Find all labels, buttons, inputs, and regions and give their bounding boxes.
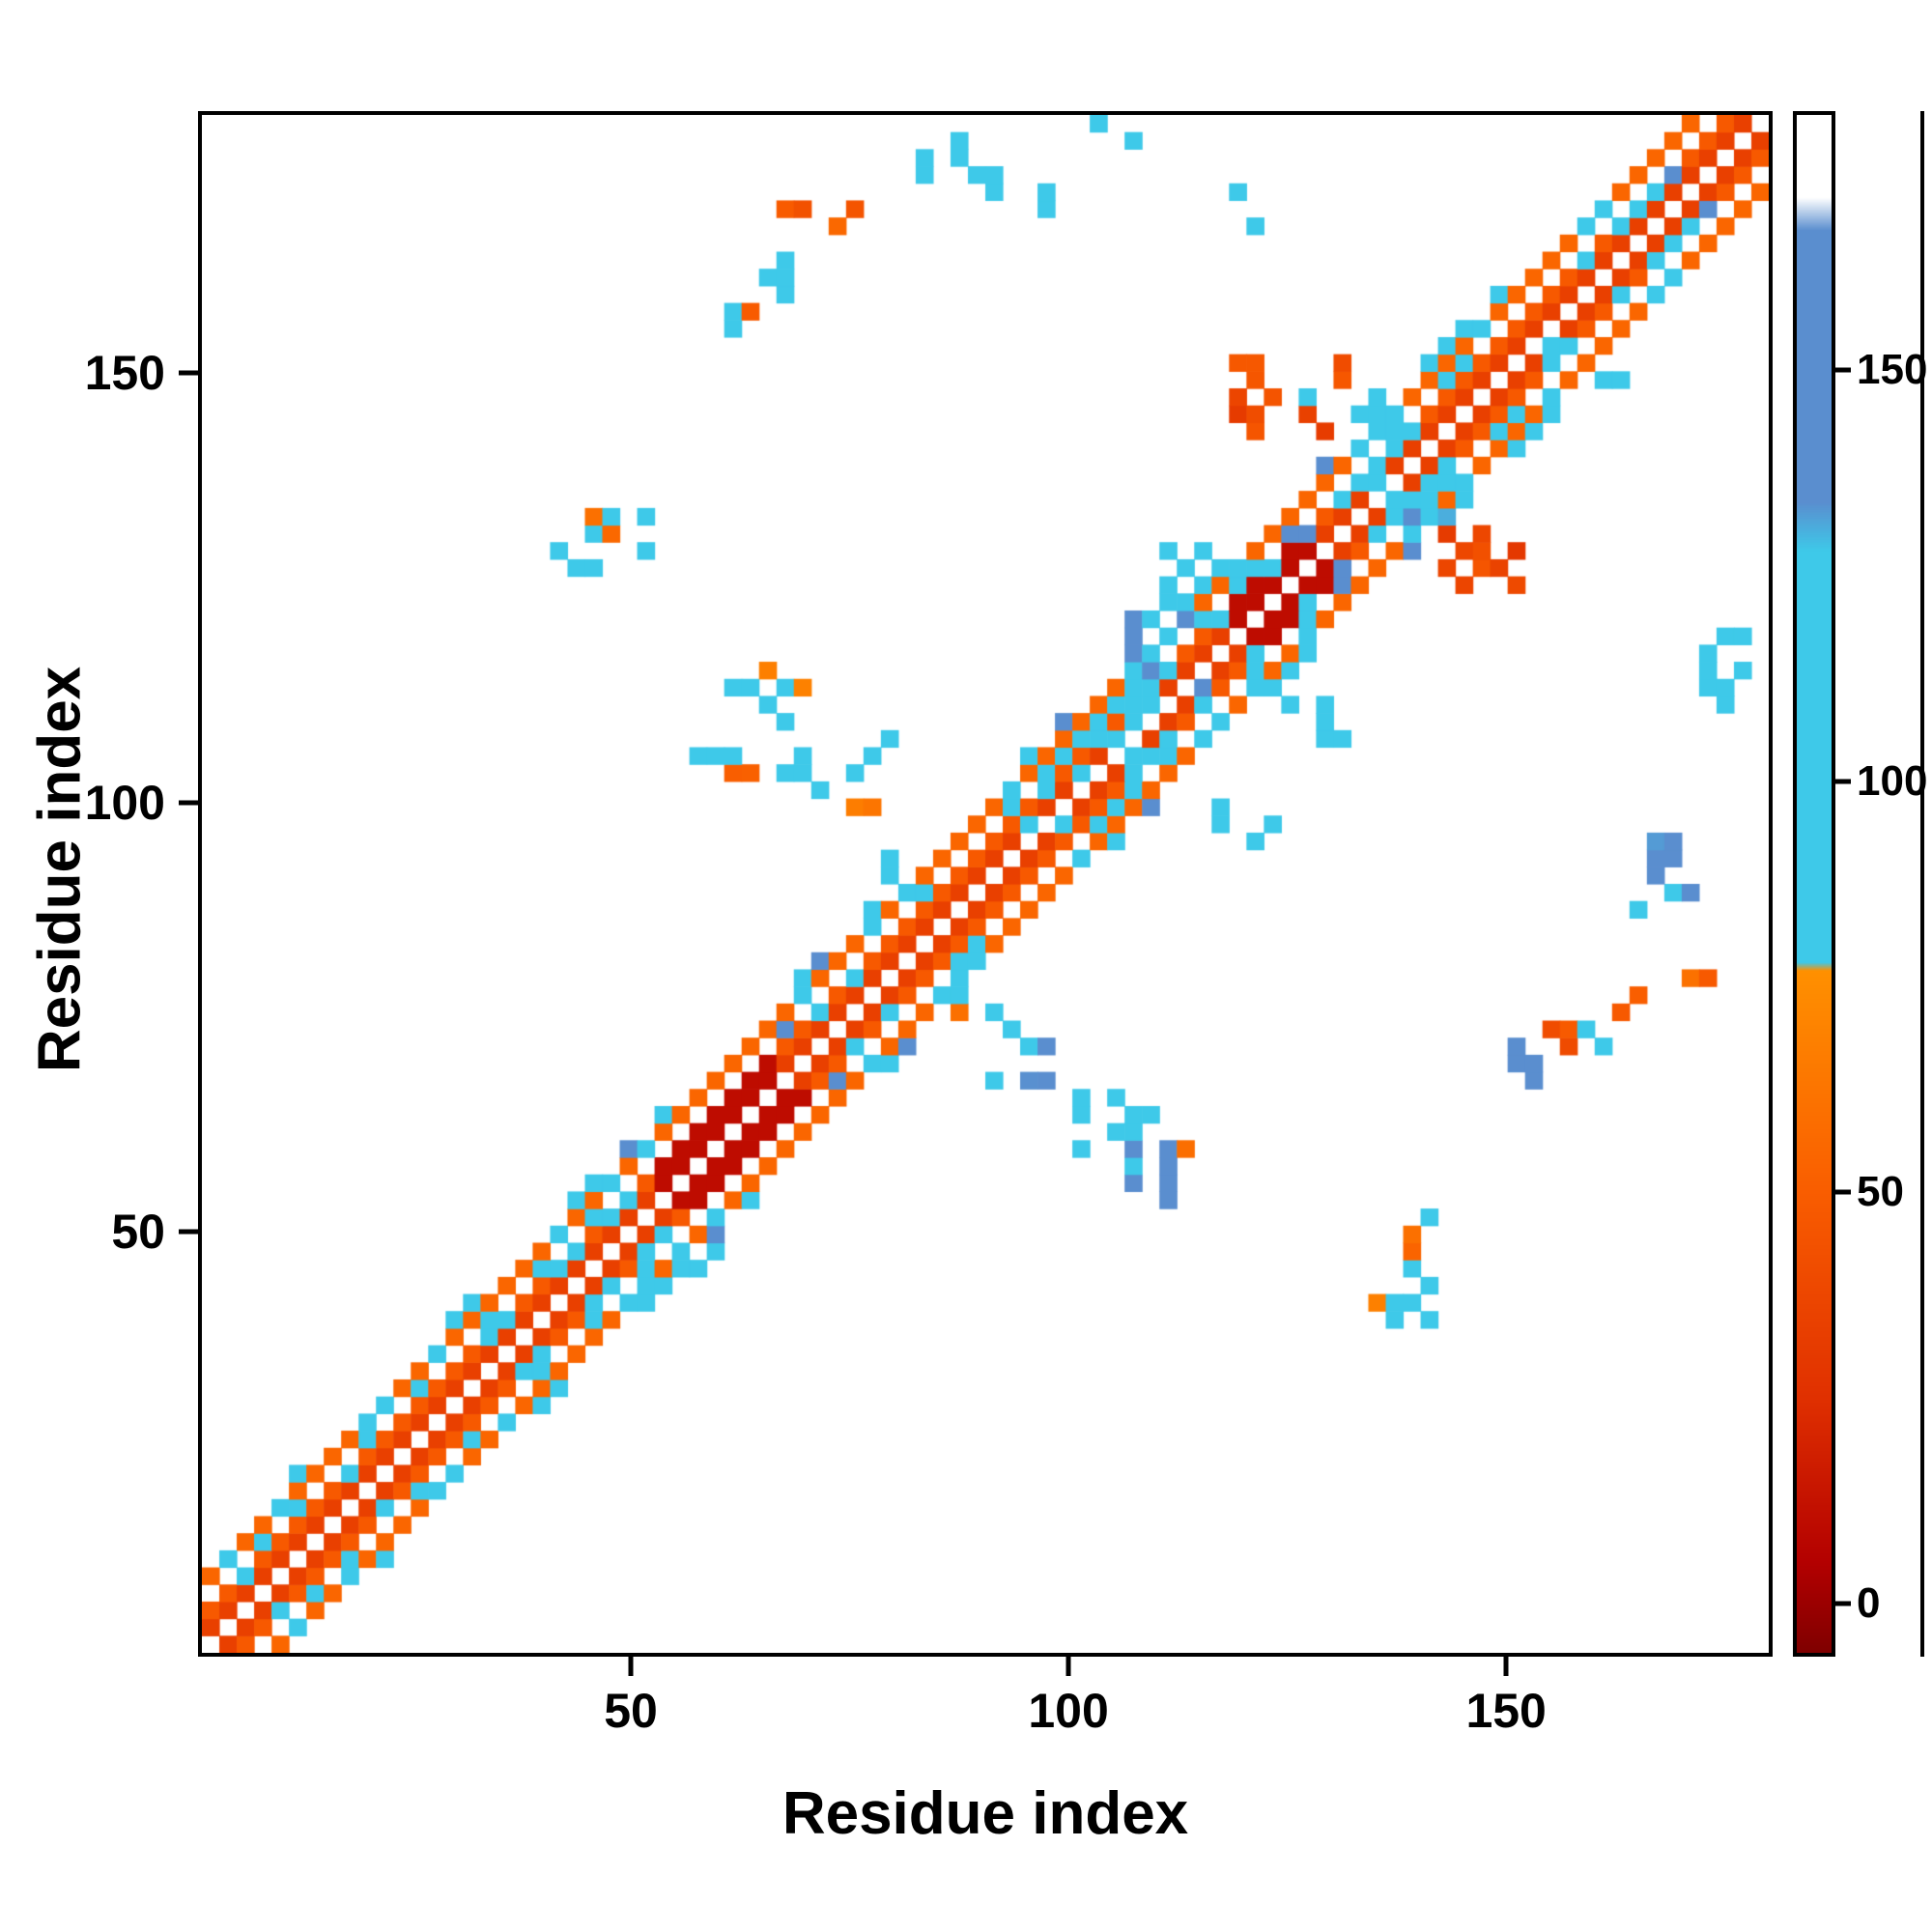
y-axis-tick-label: 100 [84,775,165,830]
colorbar-tick [1835,779,1851,784]
y-axis-label: Residue index [26,666,94,1073]
x-axis-tick-label: 50 [604,1684,658,1738]
x-axis-label: Residue index [781,1780,1189,1847]
plot-frame [198,111,1773,1657]
x-axis-tick [628,1657,634,1676]
colorbar-tick-label: 0 [1857,1578,1881,1627]
y-axis-tick-label: 150 [84,345,165,400]
colorbar-tick-label: 100 [1857,756,1928,805]
colorbar-tick [1835,1601,1851,1606]
colorbar-frame [1793,111,1835,1657]
x-axis-tick [1503,1657,1509,1676]
y-axis-tick [179,800,198,805]
colorbar-tick-label: 50 [1857,1168,1904,1216]
colorbar-gradient [1797,115,1832,1653]
y-axis-tick [179,1229,198,1235]
colorbar-right-spine [1920,111,1924,1657]
colorbar-tick [1835,1189,1851,1195]
y-axis-tick-label: 50 [111,1205,165,1260]
x-axis-tick [1065,1657,1071,1676]
y-axis-tick [179,370,198,376]
x-axis-tick-label: 150 [1465,1684,1547,1738]
x-axis-tick-label: 100 [1028,1684,1109,1738]
heatmap-canvas [202,115,1769,1653]
colorbar-tick-label: 150 [1857,345,1928,393]
colorbar-tick [1835,367,1851,373]
